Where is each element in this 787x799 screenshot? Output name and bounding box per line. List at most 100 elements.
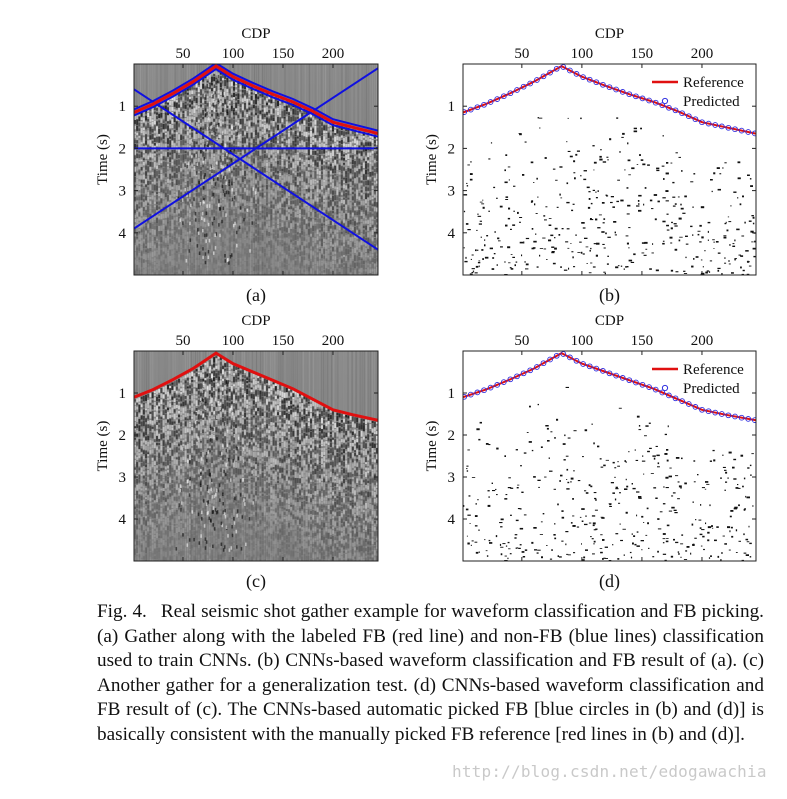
predicted-marker xyxy=(553,352,560,359)
predicted-marker xyxy=(705,120,712,127)
predicted-marker xyxy=(692,116,699,123)
predicted-marker xyxy=(718,411,725,417)
y-tick-label: 1 xyxy=(119,386,127,402)
y-tick-label: 4 xyxy=(119,512,127,528)
y-tick-label: 3 xyxy=(119,184,127,200)
legend-predicted-swatch xyxy=(661,97,669,105)
predicted-marker xyxy=(712,122,719,128)
x-axis-title: CDP xyxy=(595,26,624,42)
predicted-marker xyxy=(725,412,732,419)
predicted-marker xyxy=(600,81,606,88)
y-tick-label: 4 xyxy=(448,226,456,242)
y-tick-label: 3 xyxy=(448,470,456,486)
x-tick-label: 150 xyxy=(631,333,654,349)
x-tick-label: 50 xyxy=(514,46,529,62)
predicted-marker xyxy=(633,379,639,386)
predicted-marker xyxy=(547,69,553,76)
panel-b-frame xyxy=(462,63,757,276)
x-tick-label: 100 xyxy=(571,46,594,62)
predicted-marker xyxy=(547,356,553,363)
y-tick-label: 2 xyxy=(119,141,127,157)
predicted-marker xyxy=(540,73,547,80)
predicted-marker xyxy=(745,129,752,135)
y-tick-label: 2 xyxy=(119,428,127,444)
legend-reference-label: Reference xyxy=(683,75,744,91)
predicted-marker xyxy=(606,84,613,91)
predicted-marker xyxy=(474,104,481,111)
predicted-marker xyxy=(705,408,712,415)
panel-a: 50 100 150 200 1 2 3 4 CDP Time (s) (a) xyxy=(95,26,379,306)
predicted-marker xyxy=(672,107,679,114)
predicted-marker xyxy=(619,375,626,381)
predicted-marker xyxy=(481,101,487,108)
predicted-marker xyxy=(494,382,501,388)
panel-d-frame xyxy=(462,350,757,562)
predicted-marker xyxy=(553,65,560,72)
predicted-marker xyxy=(534,364,540,370)
y-axis-title: Time (s) xyxy=(424,421,440,472)
panel-d-image xyxy=(463,351,756,561)
predicted-marker xyxy=(718,123,725,130)
predicted-marker xyxy=(463,109,468,115)
predicted-marker xyxy=(534,77,540,83)
panel-a-frame xyxy=(133,63,379,276)
legend-predicted-label: Predicted xyxy=(683,381,740,397)
x-axis-title: CDP xyxy=(241,26,270,42)
predicted-marker xyxy=(732,126,738,133)
predicted-marker xyxy=(633,93,639,100)
predicted-marker xyxy=(745,416,752,422)
predicted-marker xyxy=(659,102,666,109)
predicted-marker xyxy=(751,417,756,423)
predicted-marker xyxy=(463,393,468,400)
panel-b: Reference Predicted 50 100 150 200 1 2 3 4 CDP Time… xyxy=(424,26,757,306)
y-tick-label: 3 xyxy=(448,184,456,200)
legend: Reference Predicted xyxy=(652,362,744,397)
figure-caption: Fig. 4. Real seismic shot gather example … xyxy=(97,600,764,748)
predicted-marker xyxy=(626,91,633,98)
x-tick-label: 150 xyxy=(631,46,654,62)
predicted-marker xyxy=(672,395,679,402)
watermark-url: http://blog.csdn.net/edogawachia xyxy=(452,762,767,781)
predicted-marker xyxy=(573,71,580,77)
predicted-marker xyxy=(567,67,573,74)
predicted-marker xyxy=(666,104,672,111)
predicted-marker xyxy=(732,413,738,420)
x-tick-label: 200 xyxy=(322,333,345,349)
x-tick-label: 100 xyxy=(571,333,594,349)
panel-c: 50 100 150 200 1 2 3 4 CDP Time (s) (c) xyxy=(95,313,379,592)
predicted-marker xyxy=(738,127,745,134)
predicted-marker xyxy=(474,389,481,396)
predicted-marker xyxy=(560,64,567,70)
predicted-marker xyxy=(751,130,756,137)
predicted-marker xyxy=(514,373,520,380)
predicted-marker xyxy=(527,80,534,87)
panel-label-a: (a) xyxy=(246,285,266,306)
predicted-marker xyxy=(699,406,705,413)
x-tick-label: 200 xyxy=(322,46,345,62)
predicted-marker xyxy=(646,384,652,390)
y-tick-label: 2 xyxy=(448,141,456,157)
predicted-marker xyxy=(520,83,527,90)
x-tick-label: 100 xyxy=(222,333,245,349)
predicted-marker xyxy=(586,363,593,370)
y-tick-label: 3 xyxy=(119,470,127,486)
legend-predicted-label: Predicted xyxy=(683,94,740,110)
panel-label-b: (b) xyxy=(599,285,620,306)
y-tick-label: 1 xyxy=(448,386,456,402)
panel-a-image xyxy=(134,64,378,275)
predicted-marker xyxy=(507,90,514,97)
predicted-marker xyxy=(626,377,633,384)
panel-c-image xyxy=(134,351,378,561)
y-tick-label: 4 xyxy=(448,512,456,528)
panel-label-d: (d) xyxy=(599,571,620,592)
predicted-marker xyxy=(467,106,474,113)
x-tick-label: 50 xyxy=(176,46,191,62)
x-tick-label: 50 xyxy=(514,333,529,349)
predicted-marker xyxy=(613,86,619,93)
y-tick-label: 1 xyxy=(119,99,127,115)
x-tick-label: 100 xyxy=(222,46,245,62)
predicted-marker xyxy=(639,95,646,102)
predicted-marker xyxy=(467,391,474,398)
predicted-marker xyxy=(679,110,685,117)
x-axis-title: CDP xyxy=(241,313,270,329)
